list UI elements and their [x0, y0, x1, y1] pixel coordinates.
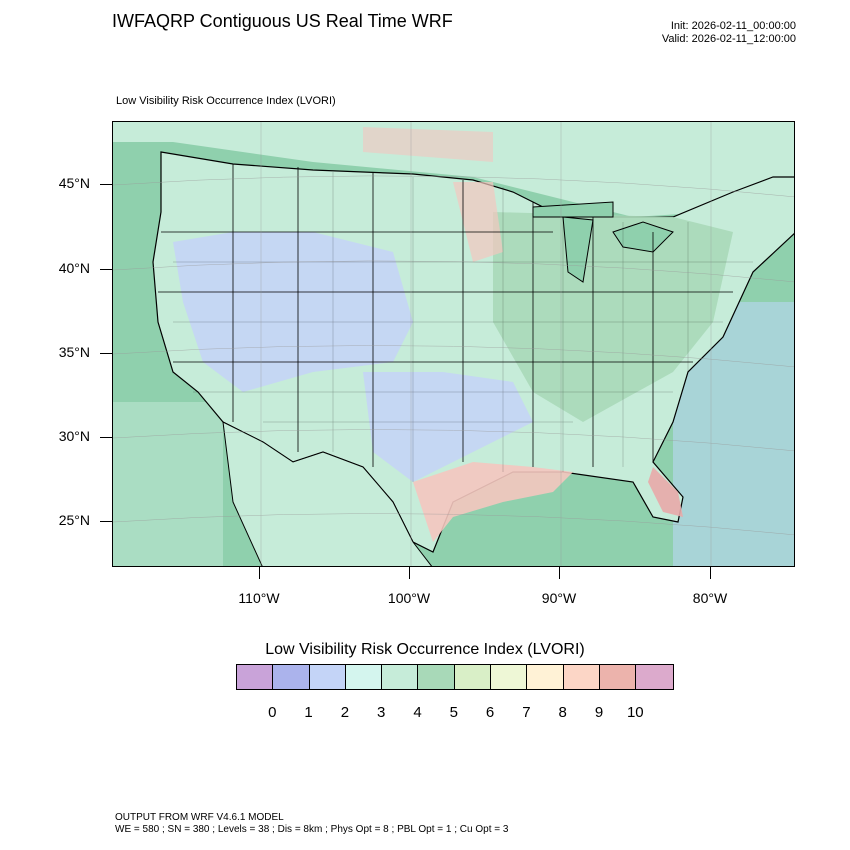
color-bar-label: 2 [340, 704, 350, 721]
state-borders [158, 164, 733, 467]
color-bar-label: 6 [485, 704, 495, 721]
model-footer: OUTPUT FROM WRF V4.6.1 MODEL WE = 580 ; … [115, 812, 508, 836]
florida-high-risk [648, 467, 683, 517]
lon-label-90: 90°W [541, 590, 577, 606]
init-time: Init: 2026-02-11_00:00:00 [670, 20, 796, 32]
chart-title: IWFAQRP Contiguous US Real Time WRF [112, 11, 453, 31]
color-swatch-2 [309, 665, 346, 689]
lat-line [113, 513, 794, 536]
lon-tick [710, 567, 711, 579]
time-stamps: Init: 2026-02-11_00:00:00 Valid: 2026-02… [662, 20, 796, 46]
color-bar-label: 0 [268, 704, 277, 721]
valid-time: Valid: 2026-02-11_12:00:00 [661, 33, 796, 45]
lat-tick [100, 269, 112, 270]
footer-line-1: OUTPUT FROM WRF V4.6.1 MODEL [115, 812, 284, 823]
color-bar-label: 7 [522, 704, 531, 721]
color-bar-label: 1 [304, 704, 313, 721]
color-bar [236, 664, 674, 690]
canada-high-risk [363, 127, 493, 162]
lat-line [113, 260, 794, 283]
color-swatch-5 [418, 665, 455, 689]
lat-line [113, 345, 794, 368]
lake-huron-erie [612, 221, 674, 253]
map-panel [112, 121, 795, 567]
legend-title: Low Visibility Risk Occurrence Index (LV… [265, 641, 585, 658]
color-swatch-0 [237, 665, 274, 689]
lon-label-100: 100°W [387, 590, 431, 606]
lat-label-30: 30°N [58, 428, 90, 444]
county-grid [173, 172, 753, 482]
lon-tick [409, 567, 410, 579]
lat-tick [100, 353, 112, 354]
color-bar-label: 10 [626, 704, 644, 721]
footer-line-2: WE = 580 ; SN = 380 ; Levels = 38 ; Dis … [115, 824, 509, 835]
lat-tick [100, 521, 112, 522]
graticule [113, 122, 794, 566]
lat-line [113, 175, 794, 198]
pacific-area [113, 402, 223, 566]
color-bar-label: 8 [558, 704, 567, 721]
lat-tick [100, 184, 112, 185]
color-swatch-3 [345, 665, 383, 689]
lon-tick [559, 567, 560, 579]
color-swatch-9 [563, 665, 600, 689]
color-swatch-1 [273, 665, 310, 689]
lat-tick [100, 437, 112, 438]
color-swatch-11 [636, 665, 673, 689]
map-svg [113, 122, 794, 566]
color-bar-label: 3 [377, 704, 386, 721]
color-bar-label: 5 [449, 704, 458, 721]
lon-label-80: 80°W [692, 590, 728, 606]
color-swatch-7 [491, 665, 528, 689]
color-bar-label: 9 [594, 704, 604, 721]
lat-label-35: 35°N [58, 344, 90, 360]
canada-land [113, 122, 794, 217]
lat-label-45: 45°N [58, 175, 90, 191]
color-swatch-6 [454, 665, 492, 689]
lat-label-25: 25°N [58, 512, 90, 528]
field-subtitle: Low Visibility Risk Occurrence Index (LV… [116, 95, 336, 107]
color-swatch-8 [527, 665, 564, 689]
color-bar-label: 4 [413, 704, 422, 721]
color-swatch-4 [382, 665, 419, 689]
lon-label-110: 110°W [238, 590, 280, 606]
texas-low-risk [363, 372, 533, 482]
lon-tick [259, 567, 260, 579]
color-swatch-10 [599, 665, 637, 689]
lat-label-40: 40°N [58, 260, 90, 276]
gulf-high-risk [413, 462, 573, 542]
lat-line [113, 429, 794, 452]
mexico-land [222, 421, 433, 566]
plains-high-risk [453, 182, 503, 262]
